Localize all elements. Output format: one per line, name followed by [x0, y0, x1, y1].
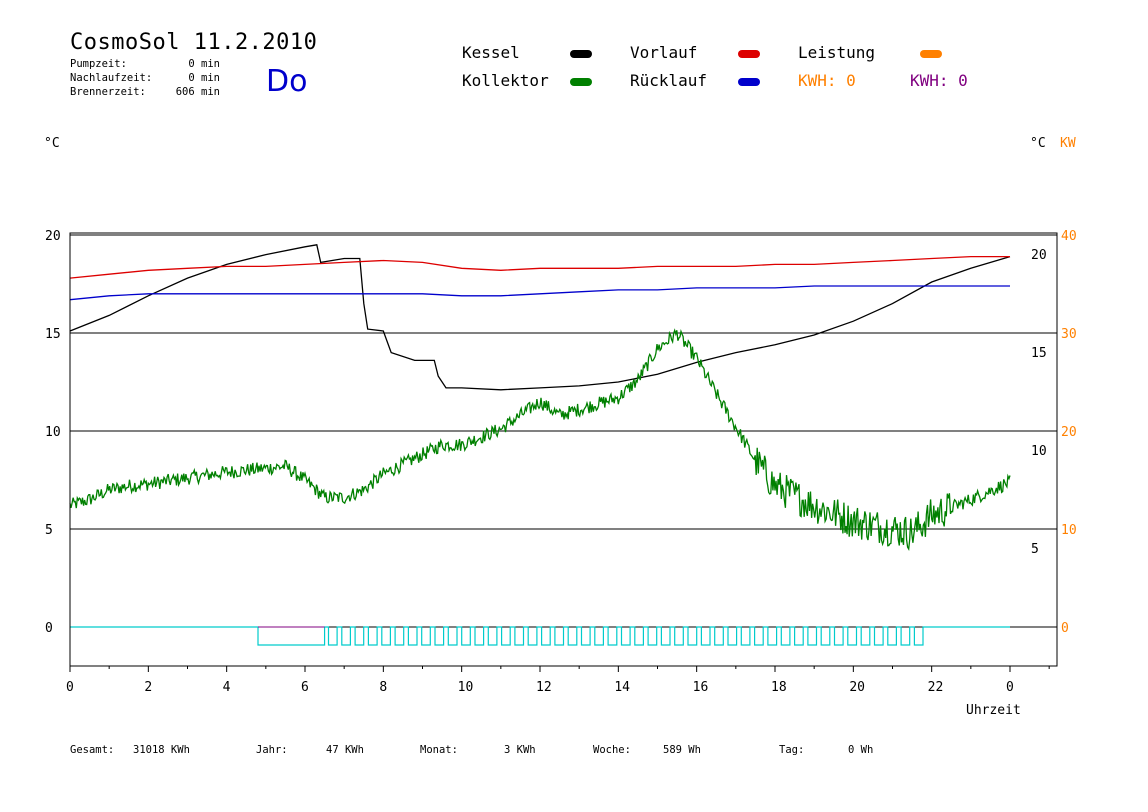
y-tick-label-kw: 10: [1061, 523, 1077, 538]
chart-title: CosmoSol 11.2.2010: [70, 30, 318, 55]
y-tick-label-right: 20: [1031, 248, 1047, 263]
stat-nachlaufzeit: Nachlaufzeit: 0 min: [70, 72, 220, 84]
x-tick-label: 4: [223, 680, 231, 695]
woche-label: Woche:: [593, 744, 631, 756]
y-tick-label-left: 10: [45, 425, 61, 440]
weekday-label: Do: [266, 64, 308, 99]
series-line-kessel: [69, 244, 1011, 391]
stat-brennerzeit: Brennerzeit: 606 min: [70, 86, 220, 98]
x-tick-label: 0: [1006, 680, 1014, 695]
x-tick-label: 12: [536, 680, 552, 695]
jahr-value: 47 KWh: [326, 744, 364, 756]
y-tick-label-right: 10: [1031, 444, 1047, 459]
x-tick-label: 2: [144, 680, 152, 695]
legend-ruecklauf-label: Rücklauf: [630, 71, 708, 90]
monat-label: Monat:: [420, 744, 458, 756]
legend-vorlauf-swatch: [738, 50, 760, 58]
tag-value: 0 Wh: [848, 744, 874, 756]
x-tick-label: 8: [379, 680, 387, 695]
stat-label: Nachlaufzeit:: [70, 72, 153, 84]
stat-label: Pumpzeit:: [70, 58, 127, 70]
series-line-vorlauf: [69, 255, 1010, 279]
right-unit-kw-label: KW: [1060, 136, 1076, 151]
y-tick-label-left: 20: [45, 229, 61, 244]
kwh-value: 0: [958, 71, 968, 90]
stat-label: Brennerzeit:: [70, 86, 146, 98]
stat-pumpzeit: Pumpzeit: 0 min: [70, 58, 220, 70]
y-tick-label-left: 0: [45, 621, 53, 636]
legend-leistung-label: Leistung: [798, 43, 876, 62]
legend-kwh-1: KWH: 0: [798, 71, 856, 90]
x-tick-label: 10: [458, 680, 474, 695]
right-unit-c-label: °C: [1030, 136, 1046, 151]
series-line-rcklauf: [69, 285, 1010, 301]
y-tick-label-kw: 30: [1061, 327, 1077, 342]
series-line-kollektor: [69, 328, 1011, 552]
x-tick-label: 18: [771, 680, 787, 695]
x-tick-label: 6: [301, 680, 309, 695]
jahr-label: Jahr:: [256, 744, 288, 756]
legend-kwh-2: KWH: 0: [910, 71, 968, 90]
y-tick-label-right: 15: [1031, 346, 1047, 361]
woche-value: 589 Wh: [663, 744, 701, 756]
tag-label: Tag:: [779, 744, 805, 756]
x-axis-label: Uhrzeit: [966, 703, 1021, 718]
stat-value: 0 min: [188, 58, 220, 70]
legend-kollektor-label: Kollektor: [462, 71, 549, 90]
legend-ruecklauf-swatch: [738, 78, 760, 86]
legend-kessel-swatch: [570, 50, 592, 58]
plot-frame: [69, 232, 1058, 667]
left-unit-label: °C: [44, 136, 60, 151]
y-tick-label-left: 15: [45, 327, 61, 342]
y-tick-label-kw: 0: [1061, 621, 1069, 636]
kwh-label: KWH:: [910, 71, 949, 90]
legend-kollektor-swatch: [570, 78, 592, 86]
pump-signal-line: [70, 626, 1010, 646]
kwh-label: KWH:: [798, 71, 837, 90]
x-tick-label: 22: [928, 680, 944, 695]
x-tick-label: 20: [849, 680, 865, 695]
monat-value: 3 KWh: [504, 744, 536, 756]
y-tick-label-left: 5: [45, 523, 53, 538]
stat-value: 0 min: [188, 72, 220, 84]
gesamt-label: Gesamt:: [70, 744, 115, 756]
gesamt-value: 31018 KWh: [133, 744, 190, 756]
x-tick-label: 14: [614, 680, 630, 695]
y-tick-label-kw: 40: [1061, 229, 1077, 244]
legend-vorlauf-label: Vorlauf: [630, 43, 698, 62]
kwh-value: 0: [846, 71, 856, 90]
stat-value: 606 min: [175, 86, 220, 98]
x-tick-label: 16: [693, 680, 709, 695]
legend-kessel-label: Kessel: [462, 43, 520, 62]
y-tick-label-kw: 20: [1061, 425, 1077, 440]
x-tick-label: 0: [66, 680, 74, 695]
legend-leistung-swatch: [920, 50, 942, 58]
y-tick-label-right: 5: [1031, 542, 1039, 557]
